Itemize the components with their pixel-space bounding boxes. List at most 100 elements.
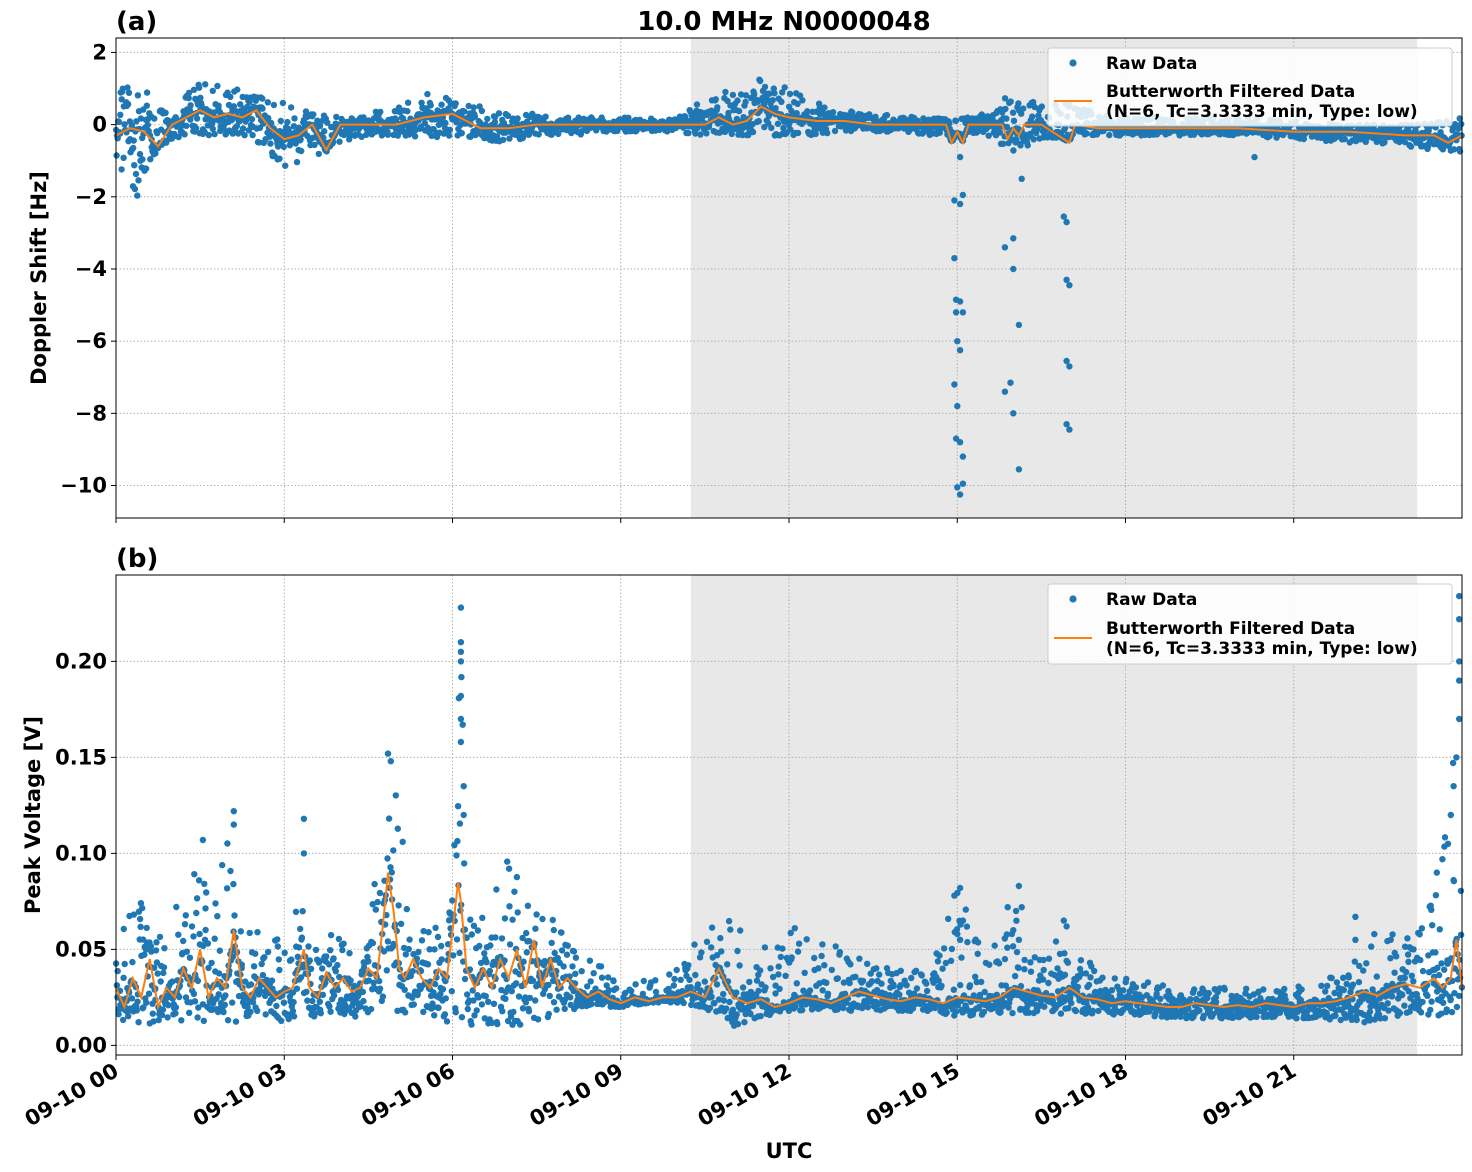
raw-data-point	[793, 980, 800, 987]
raw-data-point	[1196, 1007, 1203, 1014]
legend-label-line: Butterworth Filtered Data	[1106, 82, 1355, 102]
raw-data-point	[215, 970, 223, 977]
raw-data-point	[692, 130, 699, 137]
raw-data-point	[502, 995, 509, 1002]
raw-data-point	[401, 986, 408, 993]
raw-data-point	[456, 820, 464, 827]
raw-data-point	[836, 948, 844, 956]
raw-data-point	[936, 952, 943, 959]
raw-data-point	[478, 1001, 486, 1008]
raw-data-outlier	[1066, 282, 1073, 289]
raw-data-point	[724, 961, 731, 968]
raw-data-point	[1061, 971, 1069, 978]
raw-data-point	[563, 126, 570, 134]
raw-data-point	[694, 124, 701, 131]
raw-data-point	[727, 926, 734, 933]
raw-data-point	[152, 150, 159, 157]
raw-data-point	[352, 1013, 359, 1020]
raw-data-point	[1013, 917, 1020, 924]
raw-data-point	[452, 1009, 459, 1016]
raw-data-point	[143, 999, 150, 1006]
raw-data-point	[411, 133, 419, 140]
raw-data-point	[525, 1008, 533, 1015]
raw-data-point	[1260, 986, 1267, 993]
raw-data-point	[504, 112, 512, 120]
raw-data-outlier	[954, 338, 961, 345]
raw-data-point	[666, 971, 673, 978]
raw-data-point	[233, 123, 240, 130]
raw-data-point	[327, 1008, 334, 1015]
raw-data-point	[221, 1001, 228, 1008]
raw-data-point	[394, 132, 401, 139]
raw-data-point	[143, 89, 151, 96]
raw-data-point	[209, 87, 216, 95]
raw-data-point	[703, 938, 711, 945]
raw-data-point	[886, 992, 893, 999]
raw-data-point	[1144, 979, 1152, 986]
raw-data-point	[1266, 132, 1273, 140]
raw-data-point	[219, 861, 226, 869]
raw-data-point	[392, 116, 400, 124]
raw-data-point	[333, 113, 340, 121]
raw-data-point	[404, 99, 412, 106]
raw-data-point	[903, 982, 910, 989]
raw-data-point	[1072, 1007, 1080, 1015]
raw-data-point	[632, 981, 639, 988]
raw-data-point	[443, 1018, 451, 1025]
raw-data-point	[424, 961, 432, 968]
raw-data-point	[1013, 136, 1020, 143]
figure-title: 10.0 MHz N0000048	[637, 7, 930, 37]
raw-data-point	[739, 984, 747, 991]
raw-data-point	[1038, 103, 1046, 110]
raw-data-point	[779, 945, 786, 952]
raw-data-point	[438, 942, 445, 950]
raw-data-point	[153, 939, 160, 946]
raw-data-outlier	[1063, 421, 1070, 428]
raw-data-point	[958, 954, 965, 961]
raw-data-point	[479, 914, 486, 921]
raw-data-point	[282, 162, 289, 169]
raw-data-point	[464, 991, 471, 998]
raw-data-point	[742, 92, 750, 99]
raw-data-point	[193, 909, 200, 917]
raw-data-point	[1027, 959, 1034, 966]
raw-data-point	[490, 1000, 498, 1007]
raw-data-point	[431, 946, 438, 953]
raw-data-outlier	[956, 298, 964, 305]
raw-data-point	[1017, 142, 1024, 149]
raw-data-point	[311, 141, 318, 149]
raw-data-point	[284, 118, 291, 126]
raw-data-point	[136, 150, 144, 158]
raw-data-point	[180, 937, 187, 945]
raw-data-point	[202, 926, 209, 934]
raw-data-point	[1057, 1010, 1065, 1017]
raw-data-point	[725, 917, 733, 925]
raw-data-point	[523, 929, 530, 937]
raw-data-outlier	[959, 191, 967, 199]
raw-data-point	[465, 102, 472, 110]
raw-data-outlier	[959, 453, 967, 460]
raw-data-point	[1205, 989, 1212, 997]
raw-data-point	[703, 130, 710, 137]
raw-data-point	[223, 885, 231, 892]
raw-data-point	[765, 120, 772, 127]
raw-data-point	[1031, 103, 1038, 111]
raw-data-point	[293, 985, 301, 992]
raw-data-point	[214, 82, 221, 90]
raw-data-point	[686, 976, 693, 983]
raw-data-point	[494, 1020, 501, 1028]
raw-data-point	[290, 123, 298, 130]
raw-data-point	[376, 889, 384, 897]
raw-data-point	[1029, 113, 1036, 120]
raw-data-point	[519, 1005, 527, 1012]
raw-data-point	[548, 939, 555, 947]
raw-data-point	[397, 920, 405, 927]
raw-data-point	[310, 111, 317, 118]
raw-data-point	[214, 913, 221, 920]
raw-data-outlier	[951, 255, 958, 262]
raw-data-outlier	[956, 439, 964, 446]
raw-data-point	[420, 1008, 427, 1016]
raw-data-point	[511, 888, 518, 895]
raw-data-point	[165, 1002, 172, 1009]
raw-data-point	[733, 1011, 740, 1018]
